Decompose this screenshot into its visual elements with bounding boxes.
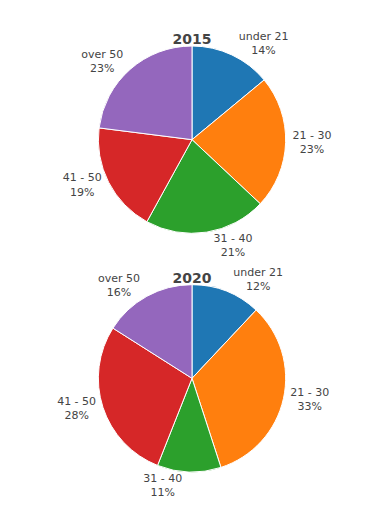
svg-text:21 - 3023%: 21 - 3023% (292, 129, 331, 156)
svg-text:under 2112%: under 2112% (233, 266, 283, 293)
svg-text:31 - 4011%: 31 - 4011% (143, 472, 182, 499)
svg-text:over 5016%: over 5016% (98, 272, 140, 299)
svg-text:2015: 2015 (173, 31, 212, 47)
svg-text:31 - 4021%: 31 - 4021% (213, 232, 252, 259)
svg-text:over 5023%: over 5023% (81, 48, 123, 75)
svg-text:under 2114%: under 2114% (239, 30, 289, 57)
svg-text:41 - 5019%: 41 - 5019% (63, 171, 102, 198)
svg-text:2020: 2020 (173, 270, 212, 286)
svg-text:21 - 3033%: 21 - 3033% (290, 386, 329, 413)
svg-text:41 - 5028%: 41 - 5028% (57, 395, 96, 422)
